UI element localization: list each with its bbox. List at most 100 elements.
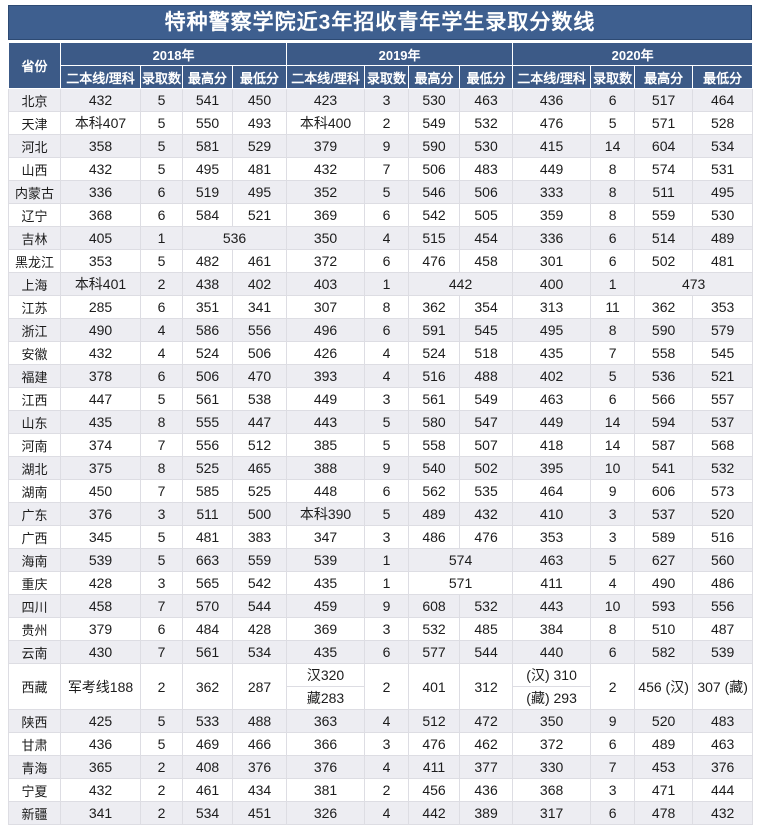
score-cell: 539 (60, 548, 141, 572)
score-cell: 354 (459, 295, 514, 319)
score-cell: 6 (590, 249, 636, 273)
score-cell: 408 (182, 755, 233, 779)
col-header-province: 省份 (8, 42, 61, 89)
score-cell: 476 (408, 732, 461, 756)
score-cell: 525 (182, 456, 233, 480)
score-cell: 341 (60, 801, 141, 825)
score-cell: 449 (512, 157, 592, 181)
score-cell: 442 (408, 801, 461, 825)
score-cell: 401 (408, 663, 461, 710)
score-cell: 558 (634, 341, 694, 365)
score-cell: 6 (364, 249, 410, 273)
score-cell: 368 (512, 778, 592, 802)
score-cell: 539 (286, 548, 366, 572)
score-cell: 1 (364, 548, 410, 572)
score-cell: 520 (692, 502, 754, 526)
score-cell: 3 (364, 617, 410, 641)
score-cell: 汉320 (286, 663, 366, 687)
table-row: 河南 374 7 556 512 385 5 558 507 418 14 587 568 (8, 433, 754, 457)
col-header-2020-count: 录取数 (590, 65, 636, 89)
score-cell: 544 (459, 640, 514, 664)
score-cell: 301 (512, 249, 592, 273)
score-cell: 559 (634, 203, 694, 227)
score-cell: 520 (634, 709, 694, 733)
score-cell: 506 (182, 364, 233, 388)
score-cell: 544 (231, 594, 288, 618)
score-cell: 493 (231, 111, 288, 135)
score-cell: 5 (590, 111, 636, 135)
table-row: 安徽 432 4 524 506 426 4 524 518 435 7 558 545 (8, 341, 754, 365)
score-cell: 374 (60, 433, 141, 457)
score-cell: 379 (286, 134, 366, 158)
score-cell: 372 (512, 732, 592, 756)
table-row: 青海 365 2 408 376 376 4 411 377 330 7 453 376 (8, 755, 754, 779)
score-cell: 307 (286, 295, 366, 319)
score-cell: 534 (182, 801, 233, 825)
score-cell: 559 (231, 548, 288, 572)
score-cell: 529 (231, 134, 288, 158)
score-cell: 2 (140, 755, 183, 779)
score-cell: 336 (60, 180, 141, 204)
score-cell: 1 (590, 272, 636, 296)
score-cell: 435 (286, 640, 366, 664)
score-cell: 528 (692, 111, 754, 135)
score-cell: 604 (634, 134, 694, 158)
score-cell: 561 (182, 640, 233, 664)
score-cell: 6 (364, 318, 410, 342)
score-cell: 532 (459, 111, 514, 135)
table-row: 重庆 428 3 565 542 435 1 571 411 4 490 486 (8, 571, 754, 595)
score-cell: 403 (286, 272, 366, 296)
province-cell: 甘肃 (8, 732, 61, 756)
score-cell: 589 (634, 525, 694, 549)
score-cell: 571 (634, 111, 694, 135)
score-cell: 461 (182, 778, 233, 802)
score-cell: 495 (231, 180, 288, 204)
score-cell: 495 (512, 318, 592, 342)
score-cell: 519 (182, 180, 233, 204)
score-cell: 317 (512, 801, 592, 825)
score-cell: 574 (634, 157, 694, 181)
score-cell: 506 (459, 180, 514, 204)
score-cell: 3 (364, 525, 410, 549)
score-cell: 372 (286, 249, 366, 273)
score-cell: 6 (140, 364, 183, 388)
score-cell: 7 (140, 594, 183, 618)
score-cell: 489 (634, 732, 694, 756)
score-cell: 本科407 (60, 111, 141, 135)
score-cell: 590 (634, 318, 694, 342)
col-header-2019-line: 二本线/理科 (286, 65, 366, 89)
province-cell: 河南 (8, 433, 61, 457)
score-cell: 490 (634, 571, 694, 595)
province-cell: 吉林 (8, 226, 61, 250)
score-cell: 本科401 (60, 272, 141, 296)
page: 特种警察学院近3年招收青年学生录取分数线 省份 2018年 2019年 2020… (8, 0, 754, 825)
score-cell: 488 (231, 709, 288, 733)
col-header-2018-max: 最高分 (182, 65, 233, 89)
score-cell: 541 (634, 456, 694, 480)
score-cell: 561 (182, 387, 233, 411)
score-cell: 506 (231, 341, 288, 365)
score-cell: 514 (634, 226, 694, 250)
score-cell: 476 (408, 249, 461, 273)
score-cell: 487 (692, 617, 754, 641)
score-cell: 530 (692, 203, 754, 227)
score-cell: 606 (634, 479, 694, 503)
score-cell: 579 (692, 318, 754, 342)
table-row: 贵州 379 6 484 428 369 3 532 485 384 8 510 487 (8, 617, 754, 641)
score-cell: 542 (231, 571, 288, 595)
score-cell: 530 (459, 134, 514, 158)
score-cell: 5 (140, 157, 183, 181)
score-cell: 434 (231, 778, 288, 802)
score-cell: 582 (634, 640, 694, 664)
score-cell: 410 (512, 502, 592, 526)
score-cell: 663 (182, 548, 233, 572)
score-cell: 574 (408, 548, 514, 572)
score-cell: 549 (408, 111, 461, 135)
score-cell: 488 (459, 364, 514, 388)
score-cell: 500 (231, 502, 288, 526)
score-cell: 8 (590, 617, 636, 641)
score-cell: 2 (364, 663, 410, 710)
score-cell: 557 (692, 387, 754, 411)
score-cell: 580 (408, 410, 461, 434)
col-header-2020-line: 二本线/理科 (512, 65, 592, 89)
